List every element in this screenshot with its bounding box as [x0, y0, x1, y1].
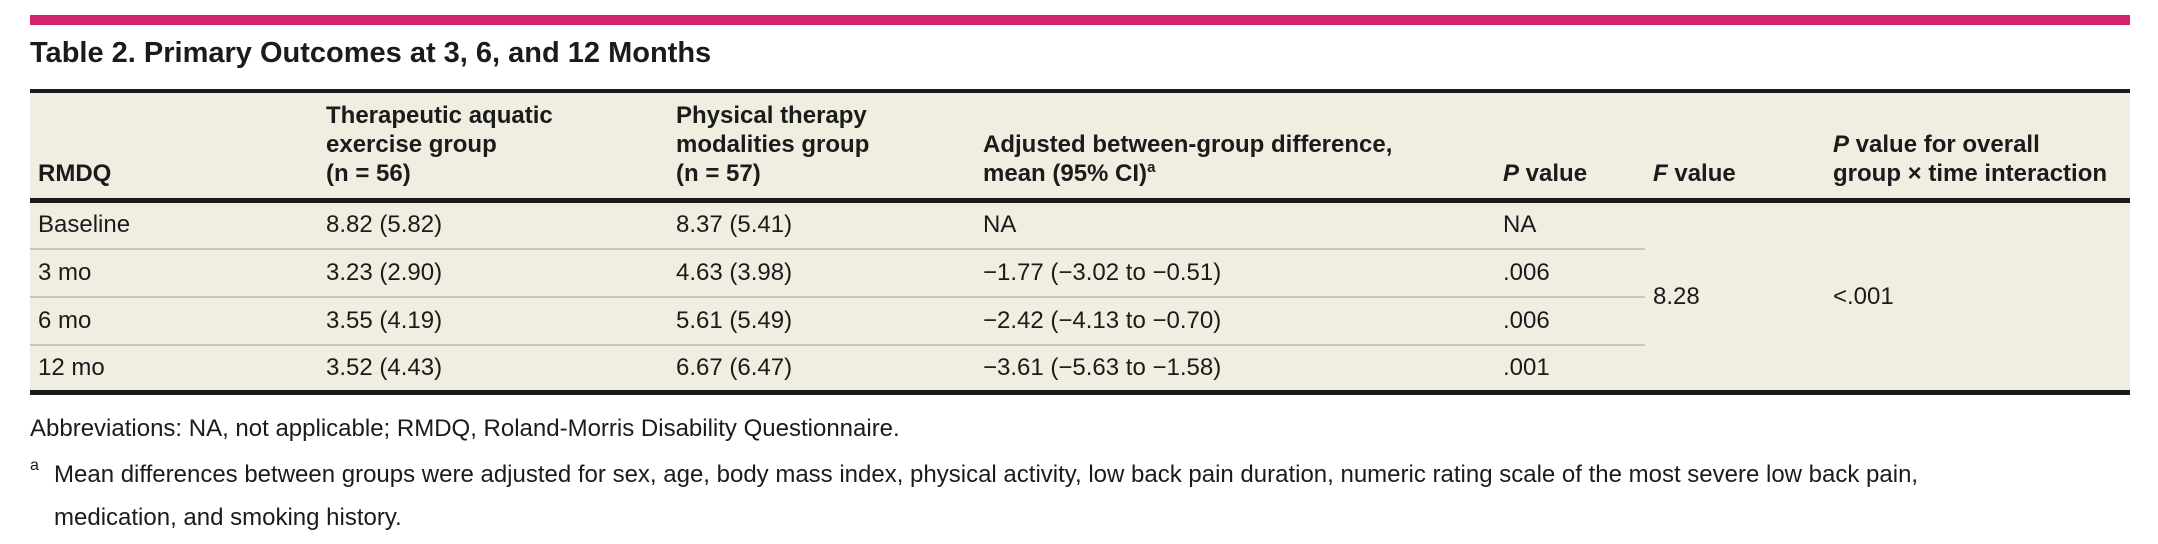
row-label: 12 mo: [38, 353, 105, 381]
table-row-3mo: 3 mo 3.23 (2.90) 4.63 (3.98) −1.77 (−3.0…: [30, 248, 2130, 298]
p-interaction-italic: P: [1833, 131, 1850, 158]
p-value-label: value: [1519, 160, 1588, 187]
table-title: Table 2. Primary Outcomes at 3, 6, and 1…: [30, 37, 712, 69]
pt-value: 6.67 (6.47): [676, 353, 793, 381]
pt-value: 5.61 (5.49): [668, 296, 975, 346]
adjusted-difference-label: Adjusted between-group difference, mean …: [983, 131, 1393, 187]
f-value-cell: 8.28: [1653, 282, 1700, 310]
figure-content: Table 2. Primary Outcomes at 3, 6, and 1…: [30, 15, 2130, 539]
row-label: Baseline: [30, 200, 318, 250]
primary-outcomes-table: RMDQ Therapeutic aquatic exercise group …: [30, 89, 2130, 395]
footnote-a-text: Mean differences between groups were adj…: [54, 461, 1919, 531]
aquatic-value: 8.82 (5.82): [318, 200, 668, 250]
pt-value: 4.63 (3.98): [668, 248, 975, 298]
aquatic-value: 3.55 (4.19): [318, 296, 668, 346]
col-header-f-value: F value: [1645, 91, 1825, 203]
p-value: .006: [1495, 296, 1645, 346]
difference-value: −3.61 (−5.63 to −1.58): [983, 353, 1222, 381]
col-header-p-value: P value: [1495, 91, 1645, 203]
p-interaction-label: value for overall group × time interacti…: [1833, 131, 2108, 187]
row-label: 6 mo: [30, 296, 318, 346]
row-label: 3 mo: [30, 248, 318, 298]
footnote-a-reference: a: [1147, 159, 1156, 176]
col-header-p-interaction: P value for overall group × time interac…: [1825, 91, 2130, 203]
col-header-pt-group: Physical therapy modalities group (n = 5…: [668, 91, 975, 203]
footnotes-section: Abbreviations: NA, not applicable; RMDQ,…: [30, 414, 2130, 539]
f-italic: F: [1653, 160, 1668, 187]
p-value: .006: [1495, 248, 1645, 298]
accent-bar: [30, 15, 2130, 25]
difference-value: −2.42 (−4.13 to −0.70): [975, 296, 1495, 346]
difference-value: −1.77 (−3.02 to −0.51): [975, 248, 1495, 298]
f-value-label: value: [1667, 160, 1736, 187]
table-row-12mo: 12 mo 3.52 (4.43) 6.67 (6.47) −3.61 (−5.…: [30, 345, 2130, 393]
difference-value: NA: [975, 200, 1495, 250]
col-header-aquatic-group: Therapeutic aquatic exercise group (n = …: [318, 91, 668, 203]
col-header-rmdq: RMDQ: [30, 91, 318, 203]
aquatic-value: 3.23 (2.90): [318, 248, 668, 298]
pt-value: 8.37 (5.41): [668, 200, 975, 250]
header-row: RMDQ Therapeutic aquatic exercise group …: [30, 91, 2130, 203]
aquatic-value: 3.52 (4.43): [326, 353, 443, 381]
footnote-a: a Mean differences between groups were a…: [30, 453, 2130, 539]
footnote-a-marker: a: [30, 457, 39, 474]
col-header-adjusted-difference: Adjusted between-group difference, mean …: [975, 91, 1495, 203]
abbreviations-note: Abbreviations: NA, not applicable; RMDQ,…: [30, 415, 900, 442]
table-row-baseline: Baseline 8.82 (5.82) 8.37 (5.41) NA NA 8…: [30, 200, 2130, 310]
table-row-6mo: 6 mo 3.55 (4.19) 5.61 (5.49) −2.42 (−4.1…: [30, 296, 2130, 346]
p-italic: P: [1503, 160, 1520, 187]
p-value: .001: [1503, 353, 1550, 381]
p-value: NA: [1495, 200, 1645, 250]
p-interaction-cell: <.001: [1833, 282, 1894, 310]
